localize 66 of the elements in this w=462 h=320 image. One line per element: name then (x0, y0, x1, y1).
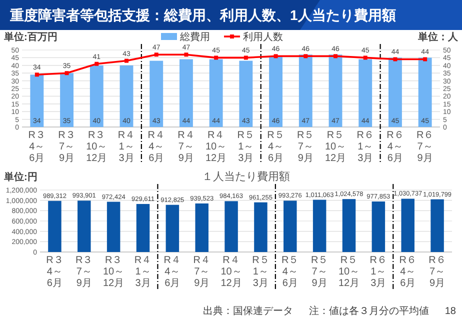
legend-label: 利用人数 (243, 31, 283, 43)
text: 18 (444, 306, 456, 317)
chart-title: 重度障害者等包括支援：総費用、利用人数、1人当たり費用額 (9, 7, 396, 23)
x-tick-label: R６ 1～3月 (370, 255, 388, 289)
bar (90, 65, 104, 127)
chart-title: １人当たり費用額 (202, 170, 290, 183)
x-tick-label: R３ 4～6月 (46, 255, 64, 289)
bar (30, 74, 44, 127)
point (64, 71, 69, 76)
x-tick-label: R４ 7～9月 (178, 130, 195, 164)
source-note: 出典：国保連データ (202, 305, 293, 317)
point (244, 56, 248, 60)
x-tick-label: R４ 4～6月 (164, 255, 182, 289)
point (304, 54, 308, 58)
x-tick-label: R３ 4～6月 (28, 130, 46, 164)
bar (150, 60, 164, 127)
bar (358, 59, 372, 127)
x-tick-label: R４ 1～3月 (118, 130, 136, 164)
y2-axis-title: 単位：人 (417, 31, 459, 43)
x-tick-label: R３ 10～12月 (103, 255, 124, 289)
point (154, 52, 158, 57)
x-tick-label: R６ 4～6月 (386, 130, 404, 164)
x-tick-label: R６ 7～9月 (416, 130, 434, 164)
x-tick-label: R４ 7～9月 (193, 255, 210, 289)
point (94, 62, 99, 66)
bar (269, 56, 283, 127)
point (393, 57, 398, 62)
point (184, 52, 188, 57)
y-axis-title: 単位:百万円 (3, 31, 58, 43)
x-tick-label: R５ 7～9月 (297, 130, 314, 164)
x-tick-label: R５ 4～6月 (282, 255, 299, 289)
x-tick-label: R４ 10～12月 (220, 255, 242, 289)
point (214, 56, 218, 60)
x-tick-label: R６ 1～3月 (356, 130, 374, 164)
x-tick-label: R３ 10～12月 (86, 130, 108, 164)
point (124, 58, 128, 63)
y-axis-title: 単位:円 (3, 171, 38, 183)
x-tick-label: R３ 7～9月 (76, 255, 93, 289)
point (363, 56, 368, 60)
legend-label: 総費用 (179, 31, 210, 43)
x-tick-label: R４ 4～6月 (148, 130, 165, 164)
x-tick-label: R５ 10～12月 (338, 255, 360, 289)
bar (328, 54, 342, 127)
x-tick-label: R６ 7～9月 (428, 255, 446, 289)
x-tick-label: R６ 4～6月 (399, 255, 416, 289)
x-tick-label: R５ 4～6月 (267, 130, 284, 164)
x-tick-label: R３ 7～9月 (58, 130, 76, 164)
point (274, 54, 278, 58)
bar (388, 58, 402, 127)
bar (120, 65, 134, 127)
bar (418, 58, 432, 127)
x-tick-label: R５ 7～9月 (310, 255, 328, 289)
bar (60, 73, 74, 127)
bar (179, 59, 193, 127)
point (423, 57, 428, 62)
x-tick-label: R４ 1～3月 (134, 255, 152, 289)
bar (239, 60, 253, 127)
point (34, 72, 39, 77)
x-tick-label: R４ 10～12月 (206, 130, 227, 164)
bar (209, 59, 223, 127)
x-tick-label: R５ 1～3月 (237, 130, 255, 164)
x-tick-label: R５ 1～3月 (252, 255, 270, 289)
point (334, 54, 338, 58)
x-tick-label: R５ 10～12月 (324, 130, 346, 164)
text: 注：値は各３月分の平均値 (308, 305, 429, 317)
bar (298, 54, 312, 127)
